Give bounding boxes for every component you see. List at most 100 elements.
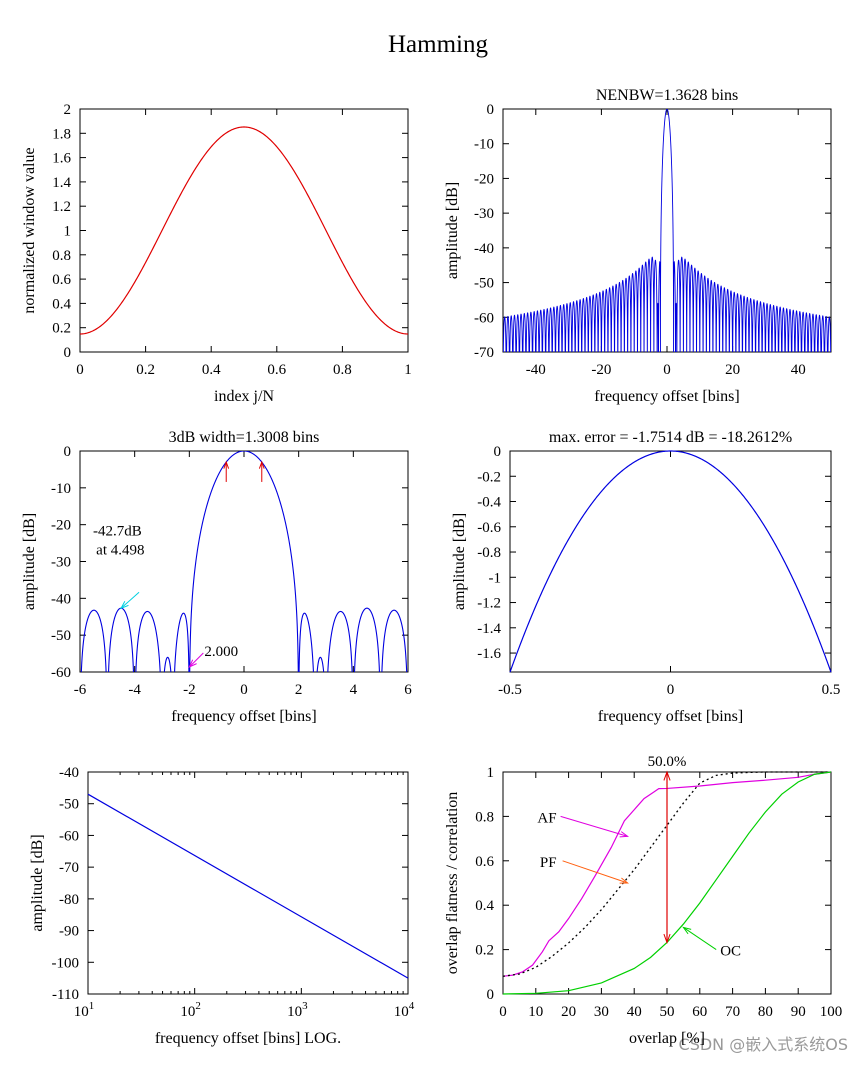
series-line-window: [79, 126, 409, 335]
plot-frame: [79, 108, 409, 353]
x-axis-label: frequency offset [bins]: [598, 708, 743, 725]
overlap-arrow-head-bottom: [663, 933, 671, 944]
x-tick-label: 50: [660, 1004, 675, 1020]
x-axis-label: overlap [%]: [629, 1030, 705, 1047]
label-af-arrow-head: [619, 831, 630, 838]
y-tick-label: 1.6: [52, 151, 71, 167]
panel-title: max. error = -1.7514 dB = -18.2612%: [549, 429, 792, 446]
figure-title: Hamming: [388, 31, 488, 58]
y-tick-label: -80: [59, 892, 79, 908]
y-tick-label: -10: [51, 481, 71, 497]
y-tick-label: 0.8: [52, 248, 71, 264]
y-tick-label: 0: [487, 102, 495, 118]
annotation-arrow-sidelobe: [120, 591, 140, 609]
x-tick-label: 0.5: [822, 682, 841, 698]
x-tick-label: 4: [350, 682, 358, 698]
series-line-rolloff: [87, 793, 409, 979]
x-axis-label: index j/N: [214, 388, 274, 405]
y-tick-label: 0: [494, 444, 502, 460]
label-pf: PF: [540, 855, 557, 871]
y-tick-label: -50: [51, 628, 71, 644]
x-tick-label: 0: [663, 362, 671, 378]
y-axis-label: normalized window value: [21, 147, 38, 313]
y-tick-label: -40: [474, 241, 494, 257]
x-tick-label: -0.5: [498, 682, 522, 698]
panel-title: 3dB width=1.3008 bins: [169, 429, 320, 446]
x-tick-label: 0.6: [267, 362, 286, 378]
x-tick-label: 0: [667, 682, 675, 698]
label-af-arrow: [560, 815, 628, 837]
y-tick-label: -60: [51, 665, 71, 681]
y-axis-label: amplitude [dB]: [444, 182, 461, 279]
y-tick-label: 0.4: [52, 296, 71, 312]
y-tick-label: -90: [59, 924, 79, 940]
x-tick-label: 100: [820, 1004, 843, 1020]
y-tick-label: -60: [474, 310, 494, 326]
x-tick-label: 6: [404, 682, 412, 698]
y-tick-label: -0.6: [477, 520, 501, 536]
x-axis-label: frequency offset [bins] LOG.: [155, 1030, 341, 1047]
y-tick-label: 1: [487, 765, 495, 781]
y-axis-label: overlap flatness / correlation: [444, 792, 461, 975]
y-tick-label: -70: [59, 860, 79, 876]
series-line-spectrum: [503, 109, 831, 352]
annotation-first-null: 2.000: [204, 644, 238, 660]
x-tick-label: 40: [627, 1004, 642, 1020]
x-tick-label: 104: [394, 1000, 415, 1020]
annotation-sidelobe-position: at 4.498: [96, 542, 144, 558]
y-tick-label: 1.8: [52, 126, 71, 142]
y-tick-label: 0.6: [52, 272, 71, 288]
x-tick-label: 0: [499, 1004, 507, 1020]
annotation-overlap-percent: 50.0%: [648, 754, 687, 770]
y-tick-label: 0: [487, 987, 495, 1003]
series-line-scalloping: [509, 450, 832, 673]
y-tick-label: -50: [474, 276, 494, 292]
x-tick-label: -2: [183, 682, 196, 698]
series-line-af: [502, 771, 832, 977]
y-axis-label: amplitude [dB]: [21, 513, 38, 610]
y-tick-label: -1.6: [477, 646, 501, 662]
x-tick-label: -6: [74, 682, 87, 698]
y-axis-label: amplitude [dB]: [29, 834, 46, 931]
y-tick-label: 0.6: [475, 854, 494, 870]
x-tick-label: 0.2: [136, 362, 155, 378]
x-tick-label: -20: [591, 362, 611, 378]
y-tick-label: -70: [474, 345, 494, 361]
x-tick-label: 70: [725, 1004, 740, 1020]
y-tick-label: -40: [51, 591, 71, 607]
overlap-arrow-head-top: [663, 770, 671, 781]
annotation-arrow-head: [188, 659, 197, 669]
x-axis-label: frequency offset [bins]: [594, 388, 739, 405]
y-tick-label: 0: [64, 345, 72, 361]
chart-window: 0 0.2 0.4 0.6 0.8 1 1.2 1.4 1.6 1.8 2 0 0.2 0.4 0.6 0.8…: [21, 102, 412, 405]
y-tick-label: -30: [474, 206, 494, 222]
x-tick-label: 60: [692, 1004, 707, 1020]
y-tick-label: -60: [59, 828, 79, 844]
y-tick-label: -100: [52, 955, 80, 971]
x-axis-label: frequency offset [bins]: [171, 708, 316, 725]
x-tick-label: 0.8: [333, 362, 352, 378]
y-tick-label: -110: [52, 987, 79, 1003]
label-oc-arrow: [683, 926, 717, 951]
series-line-oc: [502, 771, 832, 995]
y-tick-label: -20: [51, 518, 71, 534]
label-oc-arrow-head: [682, 926, 692, 935]
watermark: CSDN @嵌入式系统OS: [679, 1035, 848, 1054]
y-tick-label: -10: [474, 137, 494, 153]
plot-frame: [79, 450, 409, 673]
y-tick-label: 2: [64, 102, 72, 118]
y-tick-label: -1.2: [477, 596, 501, 612]
y-tick-label: -30: [51, 555, 71, 571]
x-tick-label: 0.4: [202, 362, 221, 378]
x-tick-label: 1: [404, 362, 412, 378]
x-tick-label: 80: [758, 1004, 773, 1020]
x-tick-label: -4: [128, 682, 141, 698]
annotation-arrow-head: [223, 460, 230, 469]
series-line-pf: [502, 771, 831, 977]
chart-overlap: 00.20.40.60.810 10 20 30 40 50 60 70 80 90 100over…: [444, 754, 842, 1047]
x-tick-label: 2: [295, 682, 303, 698]
label-pf-arrow: [562, 860, 628, 884]
y-tick-label: -1.4: [477, 621, 501, 637]
